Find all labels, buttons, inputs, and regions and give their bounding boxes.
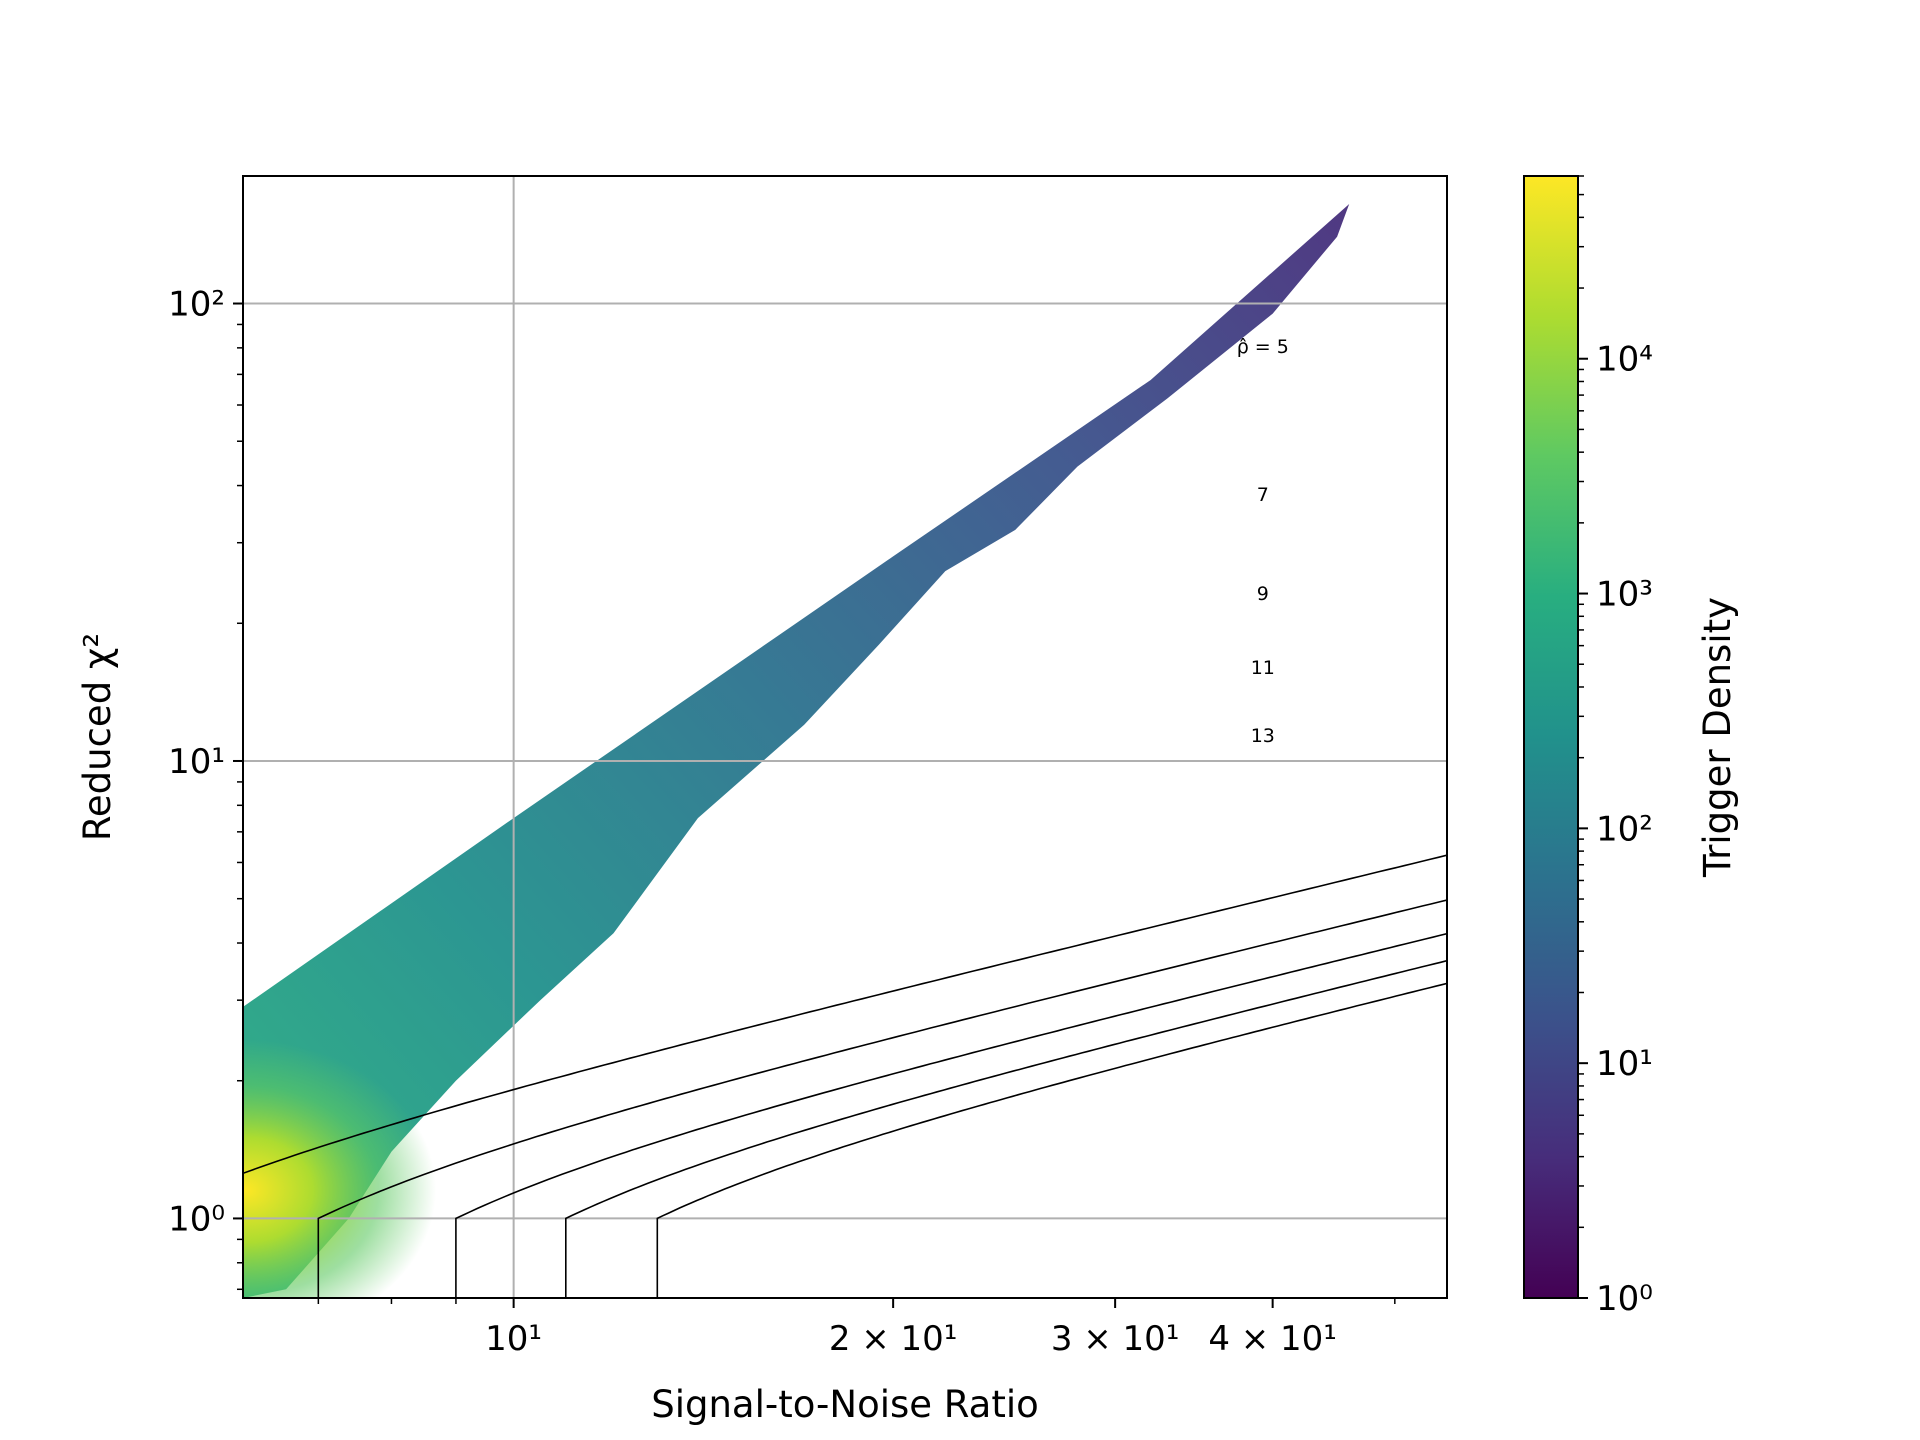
contour-lines: ρ̂ = 5 7 9 11 13 — [243, 336, 1447, 1298]
contour-line-11 — [565, 959, 1447, 1298]
contour-line-13 — [656, 982, 1447, 1298]
x-tick-label: 10¹ — [485, 1319, 542, 1359]
contour-label-5: ρ̂ = 5 — [1237, 336, 1289, 358]
x-axis-ticks: 10¹ 2 × 10¹ 3 × 10¹ 4 × 10¹ — [317, 1298, 1396, 1359]
x-tick-label: 2 × 10¹ — [829, 1319, 958, 1359]
colorbar-tick-label: 10⁰ — [1596, 1279, 1653, 1319]
contour-label-11: 11 — [1251, 657, 1275, 679]
colorbar-tick-label: 10¹ — [1596, 1044, 1653, 1084]
grid-lines — [243, 176, 1447, 1298]
contour-line-5 — [243, 854, 1447, 1175]
density-peak — [243, 1040, 436, 1298]
plot-area: ρ̂ = 5 7 9 11 13 — [243, 176, 1447, 1298]
y-tick-label: 10¹ — [168, 742, 225, 782]
colorbar-label: Trigger Density — [1696, 597, 1739, 878]
colorbar-tick-label: 10⁴ — [1596, 340, 1653, 380]
y-tick-label: 10² — [168, 285, 225, 325]
colorbar-tick-label: 10² — [1596, 809, 1653, 849]
colorbar-tick-label: 10³ — [1596, 575, 1653, 615]
plot-frame — [242, 175, 1448, 1299]
x-axis-label: Signal-to-Noise Ratio — [651, 1383, 1039, 1426]
contour-line-7 — [317, 899, 1447, 1298]
contour-label-13: 13 — [1251, 725, 1275, 747]
colorbar — [1523, 175, 1579, 1299]
colorbar-ticks: 10⁰ 10¹ 10² 10³ 10⁴ — [1578, 175, 1653, 1319]
x-tick-label: 4 × 10¹ — [1208, 1319, 1337, 1359]
y-tick-label: 10⁰ — [168, 1199, 225, 1239]
y-axis-ticks: 10⁰ 10¹ 10² — [168, 285, 243, 1291]
contour-label-9: 9 — [1257, 583, 1269, 605]
trigger-density-heatmap — [243, 204, 1350, 1298]
x-tick-label: 3 × 10¹ — [1051, 1319, 1180, 1359]
y-axis-label: Reduced χ² — [76, 633, 119, 841]
contour-label-7: 7 — [1257, 484, 1269, 506]
contour-line-9 — [455, 932, 1447, 1298]
